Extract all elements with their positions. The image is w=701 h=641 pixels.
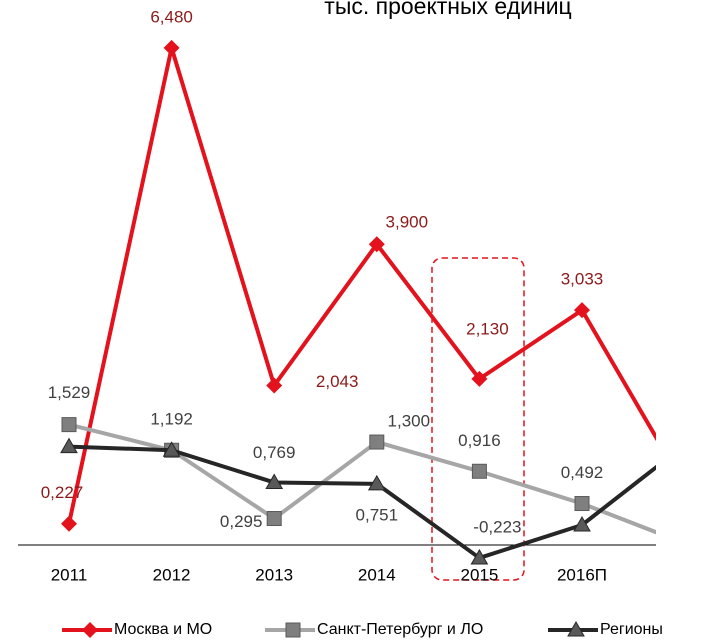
data-label: 6,480: [150, 7, 193, 26]
marker: [285, 622, 301, 638]
x-tick-label: 2012: [153, 565, 191, 584]
plot-area: 0,227 6,480 2,043 3,900 2,130 3,033 1,529 1,192…: [41, 7, 693, 565]
data-label: 3,900: [386, 213, 429, 232]
data-label: 1,529: [48, 383, 91, 402]
data-label: 1,300: [388, 412, 431, 431]
marker: [677, 437, 693, 451]
marker: [266, 377, 283, 394]
x-tick-label: 2013: [255, 565, 293, 584]
marker: [61, 417, 77, 433]
chart-title: тыс. проектных единиц: [324, 0, 571, 19]
marker: [574, 302, 590, 319]
marker: [677, 478, 693, 494]
highlight-box: [431, 257, 525, 581]
marker: [574, 496, 590, 512]
data-label: 0,492: [561, 463, 604, 482]
marker: [470, 548, 489, 565]
marker: [471, 370, 488, 387]
marker: [60, 437, 78, 454]
marker: [471, 463, 487, 479]
legend-label: Санкт-Петербург и ЛО: [317, 621, 483, 638]
marker: [162, 441, 181, 457]
data-label: 1,192: [150, 410, 193, 429]
data-label: 0,295: [220, 512, 263, 531]
data-label: 3,033: [561, 270, 604, 289]
marker: [567, 620, 585, 637]
data-label: -0,223: [473, 517, 521, 536]
data-label: 0,916: [458, 431, 501, 450]
legend-label: Регионы: [600, 621, 663, 638]
marker: [265, 473, 284, 489]
x-tick-label: 2015: [460, 565, 498, 584]
marker: [368, 236, 385, 253]
marker: [678, 536, 692, 550]
series-line: [68, 444, 656, 560]
marker: [266, 511, 282, 527]
data-label: 0,751: [356, 505, 399, 524]
marker: [82, 622, 98, 638]
x-tick-label: 2014: [358, 565, 396, 584]
x-tick-label: 2016П: [557, 565, 607, 584]
legend-label: Москва и МО: [114, 621, 212, 638]
data-label: 0,227: [41, 483, 84, 502]
data-label: 0,769: [253, 443, 296, 462]
marker: [369, 434, 385, 450]
marker: [61, 515, 77, 532]
marker: [163, 39, 180, 56]
marker: [573, 515, 591, 532]
marker: [367, 474, 386, 491]
data-label: 2,043: [316, 372, 359, 391]
data-label: 2,130: [466, 319, 509, 338]
x-tick-label: 2011: [51, 565, 88, 584]
